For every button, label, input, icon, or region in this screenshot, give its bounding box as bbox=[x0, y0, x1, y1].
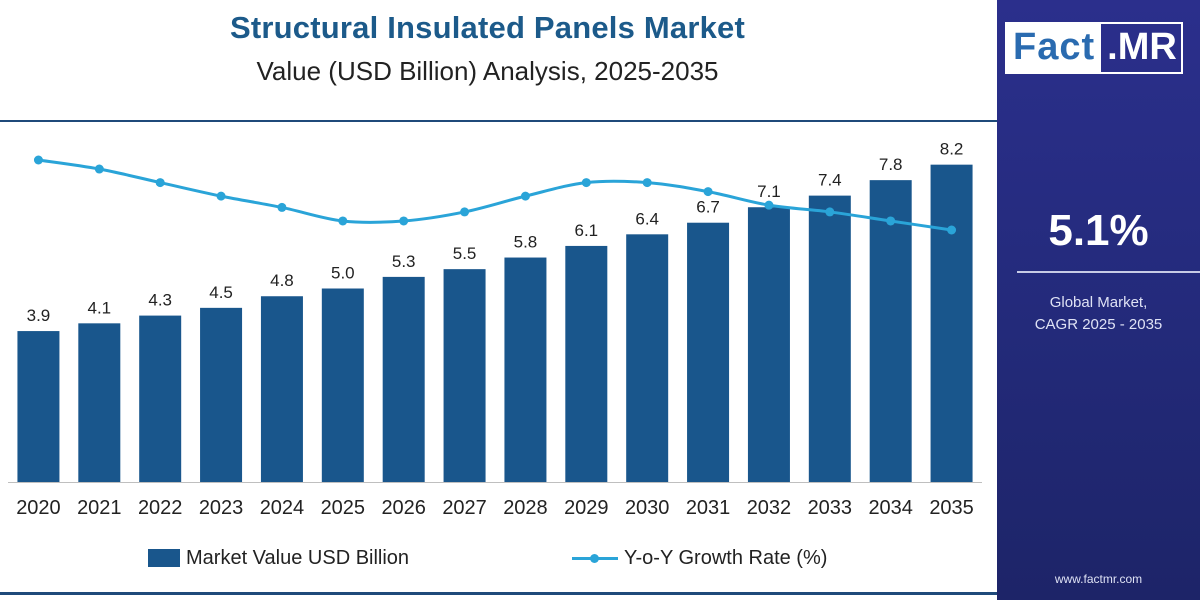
legend-bar-swatch bbox=[148, 549, 180, 567]
bar-value-label-2028: 5.8 bbox=[514, 233, 538, 252]
bar-value-label-2024: 4.8 bbox=[270, 271, 294, 290]
bar-2026 bbox=[382, 276, 425, 482]
bar-value-label-2032: 7.1 bbox=[757, 182, 781, 201]
title-divider bbox=[0, 120, 997, 122]
growth-rate-line bbox=[38, 158, 952, 232]
x-tick-label-2022: 2022 bbox=[138, 497, 183, 519]
x-tick-label-2032: 2032 bbox=[747, 497, 792, 519]
bar-value-label-2023: 4.5 bbox=[209, 283, 233, 302]
cagr-value: 5.1% bbox=[1048, 206, 1149, 255]
logo-mr-text: .MR bbox=[1107, 26, 1177, 68]
summary-panel: Fact .MR 5.1% Global Market, CAGR 2025 -… bbox=[997, 0, 1200, 600]
x-tick-label-2026: 2026 bbox=[381, 497, 426, 519]
chart-legend: Market Value USD Billion Y-o-Y Growth Ra… bbox=[0, 540, 997, 576]
legend-label-market-value: Market Value USD Billion bbox=[186, 546, 410, 569]
bar-value-label-2035: 8.2 bbox=[940, 140, 964, 159]
growth-point-2028 bbox=[520, 191, 530, 201]
bar-value-label-2027: 5.5 bbox=[453, 244, 477, 263]
bar-2035 bbox=[930, 164, 973, 482]
bar-value-label-2026: 5.3 bbox=[392, 252, 416, 271]
bottom-divider bbox=[0, 592, 997, 595]
x-tick-label-2030: 2030 bbox=[625, 497, 670, 519]
growth-point-2022 bbox=[155, 178, 165, 188]
bar-value-label-2022: 4.3 bbox=[148, 291, 172, 310]
bar-value-label-2033: 7.4 bbox=[818, 171, 842, 190]
growth-point-2025 bbox=[338, 216, 348, 226]
growth-point-2026 bbox=[399, 216, 409, 226]
chart-subtitle: Value (USD Billion) Analysis, 2025-2035 bbox=[256, 56, 719, 86]
bar-2024 bbox=[260, 296, 303, 482]
cagr-label-line-1: Global Market, bbox=[1049, 294, 1148, 311]
growth-point-2023 bbox=[216, 191, 226, 201]
bar-2029 bbox=[565, 245, 608, 482]
x-tick-label-2029: 2029 bbox=[564, 497, 609, 519]
x-tick-label-2021: 2021 bbox=[77, 497, 122, 519]
growth-point-2024 bbox=[277, 202, 287, 212]
bar-2027 bbox=[443, 269, 486, 482]
legend-line-swatch bbox=[572, 549, 618, 567]
legend-item-market-value: Market Value USD Billion bbox=[148, 540, 409, 576]
x-tick-label-2027: 2027 bbox=[442, 497, 487, 519]
bar-2030 bbox=[626, 234, 669, 482]
x-tick-label-2025: 2025 bbox=[321, 497, 366, 519]
bar-value-label-2031: 6.7 bbox=[696, 198, 720, 217]
bar-value-label-2020: 3.9 bbox=[27, 306, 51, 325]
x-tick-label-2031: 2031 bbox=[686, 497, 731, 519]
legend-label-growth-rate: Y-o-Y Growth Rate (%) bbox=[624, 546, 828, 569]
website-url: www.factmr.com bbox=[1054, 572, 1143, 586]
bar-2031 bbox=[687, 222, 730, 482]
growth-point-2033 bbox=[825, 207, 835, 217]
bar-2025 bbox=[321, 288, 364, 482]
growth-point-2020 bbox=[33, 155, 43, 165]
bar-2022 bbox=[139, 315, 182, 482]
x-tick-label-2023: 2023 bbox=[199, 497, 244, 519]
factmr-logo: Fact .MR bbox=[1005, 22, 1183, 74]
growth-point-2030 bbox=[642, 178, 652, 188]
cagr-label-line-2: CAGR 2025 - 2035 bbox=[1034, 316, 1163, 333]
growth-point-2021 bbox=[94, 164, 104, 174]
cagr-label: Global Market, CAGR 2025 - 2035 bbox=[997, 292, 1200, 336]
legend-item-growth-rate: Y-o-Y Growth Rate (%) bbox=[572, 540, 827, 576]
x-tick-label-2028: 2028 bbox=[503, 497, 548, 519]
bar-2032 bbox=[747, 207, 790, 482]
x-tick-label-2033: 2033 bbox=[808, 497, 853, 519]
bar-2028 bbox=[504, 257, 547, 482]
bar-2023 bbox=[200, 307, 243, 482]
bar-2021 bbox=[78, 323, 121, 482]
chart-area: Structural Insulated Panels Market Value… bbox=[0, 10, 997, 595]
chart-title: Structural Insulated Panels Market bbox=[229, 10, 745, 45]
bar-value-label-2034: 7.8 bbox=[879, 155, 903, 174]
bar-value-label-2025: 5.0 bbox=[331, 264, 355, 283]
growth-point-2027 bbox=[460, 207, 470, 217]
growth-point-2031 bbox=[703, 187, 713, 197]
cagr-divider bbox=[1017, 271, 1200, 273]
x-tick-label-2035: 2035 bbox=[929, 497, 974, 519]
logo-fact-text: Fact bbox=[1007, 24, 1102, 72]
x-tick-label-2034: 2034 bbox=[868, 497, 913, 519]
bar-value-label-2030: 6.4 bbox=[635, 209, 659, 228]
bar-value-label-2021: 4.1 bbox=[87, 298, 111, 317]
growth-point-2032 bbox=[764, 200, 774, 210]
bar-2034 bbox=[869, 180, 912, 482]
x-tick-label-2024: 2024 bbox=[260, 497, 305, 519]
bar-2033 bbox=[808, 195, 851, 482]
growth-point-2029 bbox=[581, 178, 591, 188]
bar-value-label-2029: 6.1 bbox=[574, 221, 598, 240]
bar-2020 bbox=[17, 331, 60, 482]
market-chart: 3.9 2020 4.1 2021 4.3 2022 4.5 2023 4.8 2024 5.0 20… bbox=[8, 140, 982, 519]
growth-point-2034 bbox=[886, 216, 896, 226]
x-tick-label-2020: 2020 bbox=[16, 497, 61, 519]
growth-point-2035 bbox=[947, 225, 957, 235]
